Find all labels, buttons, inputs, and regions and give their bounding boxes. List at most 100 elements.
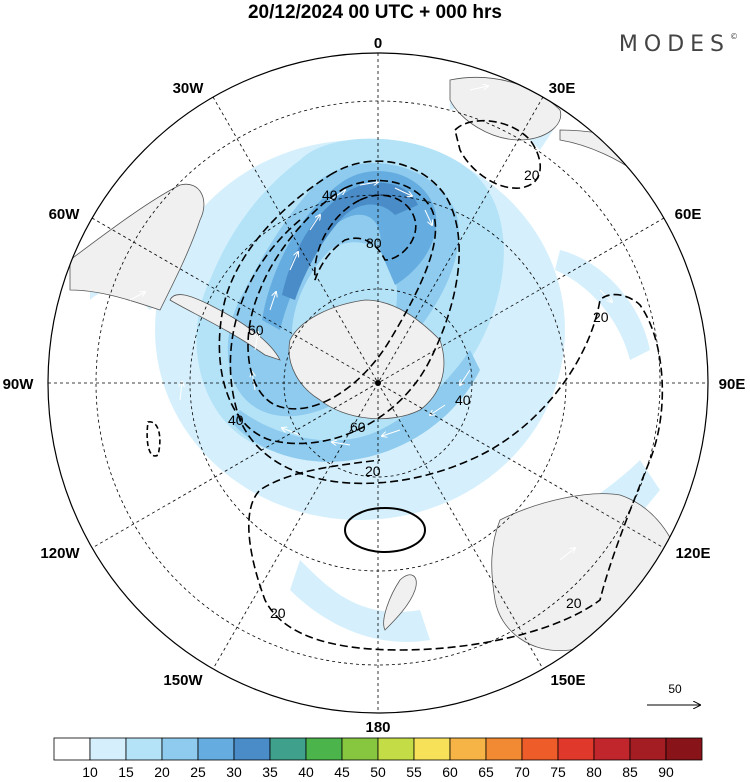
wind-arrow [309,215,320,231]
new-zealand [383,574,417,631]
contour-label-group: 40 80 60 60 40 20 20 20 40 20 20 [228,167,609,621]
contour-20-w [146,421,161,457]
wind-arrow [180,382,182,401]
wind-arrow [255,332,258,351]
contour-label: 20 [593,309,609,325]
wind-arrow [460,369,471,385]
colorbar-tick-label: 30 [226,764,242,780]
contour-40 [218,160,460,445]
colorbar-tick-label: 20 [154,764,170,780]
colorbar-swatch [89,737,127,761]
colorbar-swatch [485,737,523,761]
africa [449,76,562,141]
contour-label: 20 [566,595,582,611]
meridian-label-30e: 30E [549,80,576,97]
wind-arrow [129,292,145,301]
colorbar-swatch [593,737,631,761]
colorbar-tick-label: 45 [334,764,350,780]
wind-arrow [424,209,432,225]
wind-arrow [329,190,345,201]
shade-east [555,250,650,360]
colorbar-swatch [629,737,667,761]
colorbar-swatch [557,737,595,761]
colorbar: 10 15 20 25 30 35 40 45 50 55 60 65 70 75 80 85 90 [53,737,703,780]
south-pole-dot [375,380,381,386]
colorbar-tick-label: 35 [262,764,278,780]
wind-arrow [332,442,351,445]
wind-vectors [129,86,628,621]
meridian-label-120e: 120E [675,545,710,562]
reference-vector: 50 [647,682,700,705]
wind-arrow [559,548,575,561]
colorbar-swatch [53,737,91,761]
wind-arrow [269,292,276,311]
south-america [69,183,205,311]
colorbar-swatch [197,737,235,761]
map-border [47,52,709,714]
shade-level-35 [282,182,418,300]
meridian-label-150w: 150W [163,672,203,689]
meridian-label-150e: 150E [550,672,585,689]
map-title: 20/12/2024 00 UTC + 000 hrs [247,2,503,23]
contours [146,119,664,651]
copyright-mark: © [730,32,738,41]
wind-arrow [430,404,446,415]
colorbar-tick-label: 85 [622,764,638,780]
colorbar-swatch [449,737,487,761]
wind-arrow [469,86,488,91]
wind-arrow [429,612,445,621]
reference-vector-label: 50 [668,682,682,696]
meridian-label-group: 0 30E 60E 90E 120E 150E 180 150W 120W 90… [3,35,746,736]
contour-label: 40 [322,187,338,203]
meridian-label-60w: 60W [49,206,81,223]
colorbar-swatch [125,737,163,761]
colorbar-tick-label: 65 [478,764,494,780]
shade-lower-jet [230,350,480,462]
contour-label: 20 [524,167,540,183]
colorbar-tick-label: 75 [550,764,566,780]
colorbar-tick-label: 70 [514,764,530,780]
meridian-label-0: 0 [374,35,382,52]
contour-20-ne [454,119,542,189]
map-disk [48,53,708,713]
colorbar-tick-label: 40 [298,764,314,780]
contour-20 [229,219,664,651]
colorbar-tick-label: 55 [406,764,422,780]
contour-label: 60 [350,419,366,435]
wind-arrow [359,182,378,185]
contour-label: 40 [228,412,244,428]
colorbar-tick-label: 10 [82,764,98,780]
brand-logo: MODES© [619,32,738,57]
wind-arrow [382,429,401,436]
colorbar-swatch [413,737,451,761]
colorbar-tick-label: 90 [658,764,674,780]
colorbar-swatch [233,737,271,761]
antarctic-peninsula [169,294,281,361]
contour-label: 40 [455,392,471,408]
colorbar-swatch [269,737,307,761]
contour-label: 60 [248,322,264,338]
colorbar-swatch [305,737,343,761]
colorbar-swatch [665,737,703,761]
wind-arrow [289,252,298,271]
colorbar-swatch [377,737,415,761]
meridian-label-180: 180 [365,719,390,736]
meridian-label-90e: 90E [719,376,746,393]
meridian-label-30w: 30W [173,80,205,97]
meridian-label-120w: 120W [40,545,80,562]
colorbar-tick-label: 60 [442,764,458,780]
contour-label: 20 [365,463,381,479]
colorbar-tick-label: 80 [586,764,602,780]
contour-60 [247,179,437,410]
wind-arrow [282,428,301,436]
contour-label: 80 [366,235,382,251]
contour-80 [314,194,417,281]
colorbar-swatch [341,737,379,761]
contour-label: 20 [270,605,286,621]
colorbar-tick-label: 25 [190,764,206,780]
colorbar-swatch [521,737,559,761]
wind-arrow [619,402,628,421]
colorbar-tick-label: 15 [118,764,134,780]
colorbar-swatch [161,737,199,761]
